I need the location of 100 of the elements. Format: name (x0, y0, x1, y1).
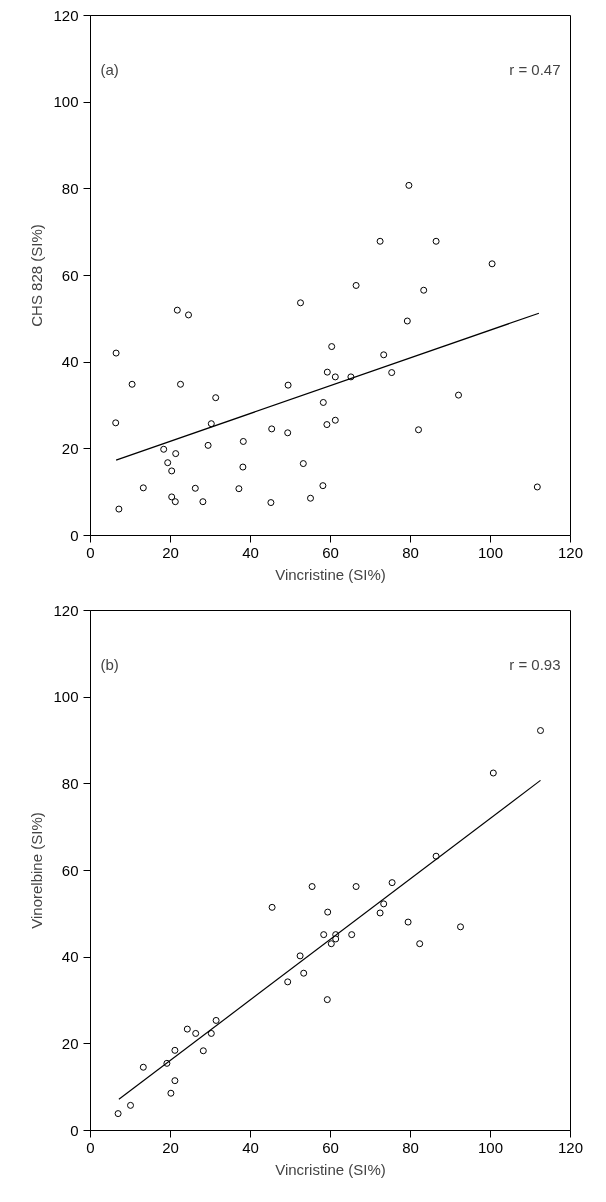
point (380, 351, 388, 359)
point (199, 1047, 207, 1055)
point (297, 299, 304, 307)
x-tick-label: 20 (162, 543, 179, 561)
point (239, 437, 247, 445)
point (405, 181, 413, 189)
point (308, 883, 316, 891)
point (352, 883, 360, 891)
y-tick-label: 120 (53, 6, 79, 24)
point (112, 349, 120, 357)
annotation: (b) (100, 655, 119, 673)
point (296, 952, 304, 960)
point (235, 485, 243, 493)
y-tick-label: 80 (61, 774, 79, 792)
x-tick-label: 120 (557, 543, 584, 561)
point (172, 450, 180, 458)
point (139, 484, 147, 492)
point (114, 1110, 122, 1118)
point (323, 421, 331, 429)
point (455, 391, 462, 399)
point (348, 931, 356, 939)
x-tick-label: 80 (402, 1138, 419, 1156)
point (457, 923, 464, 931)
point (268, 425, 276, 433)
x-tick-label: 40 (242, 543, 259, 561)
annotation: r = 0.47 (509, 60, 561, 78)
x-tick-label: 100 (477, 543, 504, 561)
x-tick-label: 60 (322, 543, 339, 561)
point (415, 426, 422, 434)
point (324, 908, 332, 916)
point (212, 1016, 220, 1024)
point (267, 499, 275, 507)
point (307, 494, 314, 502)
point (171, 498, 179, 506)
point (352, 281, 360, 289)
point (299, 460, 307, 468)
point (112, 419, 120, 427)
x-axis-title: Vincristine (SI%) (275, 565, 386, 583)
point (239, 463, 247, 471)
point (207, 1029, 215, 1037)
point (432, 237, 440, 245)
point (168, 467, 176, 475)
point (167, 1089, 175, 1097)
point (173, 306, 181, 314)
y-tick-label: 20 (61, 1034, 79, 1052)
point (403, 317, 411, 325)
y-tick-label: 20 (61, 439, 79, 457)
point (139, 1063, 147, 1071)
point (380, 900, 388, 908)
x-tick-label: 120 (557, 1138, 584, 1156)
point (416, 940, 424, 948)
point (183, 1025, 191, 1033)
x-axis-title: Vincristine (SI%) (275, 1160, 386, 1178)
point (376, 237, 384, 245)
point (388, 369, 396, 377)
point (432, 852, 440, 860)
point (192, 1029, 200, 1037)
y-tick-label: 0 (70, 1121, 79, 1139)
y-tick-label: 120 (53, 601, 79, 619)
point (323, 368, 331, 376)
point (404, 918, 412, 926)
point (168, 493, 176, 501)
y-tick-label: 0 (70, 526, 79, 544)
y-tick-label: 100 (53, 93, 79, 111)
y-tick-label: 40 (61, 948, 79, 966)
y-tick-label: 60 (61, 266, 79, 284)
x-tick-label: 0 (86, 1138, 95, 1156)
y-axis-title: CHS 828 (SI%) (28, 224, 46, 327)
y-tick-label: 60 (61, 861, 79, 879)
point (331, 373, 339, 381)
point (284, 978, 292, 986)
point (171, 1046, 179, 1054)
point (284, 381, 292, 389)
point (327, 940, 335, 948)
y-axis-title: Vinorelbine (SI%) (28, 812, 46, 929)
point (533, 483, 541, 491)
point (323, 996, 331, 1004)
x-tick-label: 40 (242, 1138, 259, 1156)
point (331, 416, 339, 424)
point (204, 441, 212, 449)
point (320, 931, 328, 939)
point (115, 505, 123, 513)
point (164, 459, 172, 467)
x-tick-label: 20 (162, 1138, 179, 1156)
x-tick-label: 60 (322, 1138, 339, 1156)
point (319, 482, 327, 490)
point (489, 769, 497, 777)
point (212, 394, 220, 402)
point (207, 420, 215, 428)
point (127, 1101, 134, 1109)
y-tick-label: 80 (61, 179, 79, 197)
point (537, 727, 544, 735)
y-tick-label: 40 (61, 353, 79, 371)
point (488, 260, 496, 268)
x-tick-label: 100 (477, 1138, 504, 1156)
point (171, 1077, 179, 1085)
point (199, 498, 207, 506)
annotation: r = 0.93 (509, 655, 561, 673)
point (319, 398, 327, 406)
point (191, 484, 199, 492)
